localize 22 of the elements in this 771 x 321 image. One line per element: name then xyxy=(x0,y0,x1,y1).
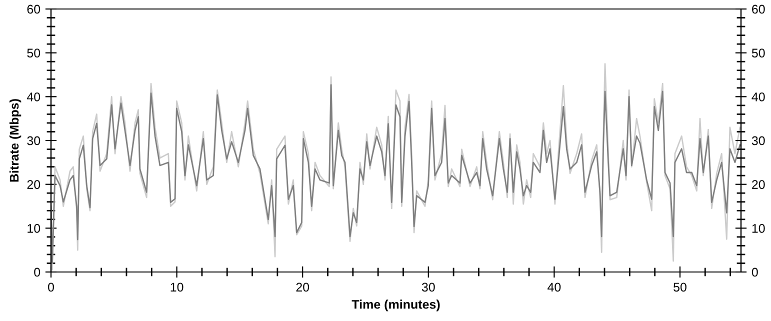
x-tick-label: 10 xyxy=(170,282,184,292)
y2-tick-label: 40 xyxy=(752,92,765,102)
x-tick-label: 50 xyxy=(674,282,686,292)
y-axis-title: Bitrate (Mbps) xyxy=(9,99,22,182)
y2-tick-label: 30 xyxy=(752,136,765,146)
x-tick-label: 0 xyxy=(48,282,54,292)
x-tick-label: 30 xyxy=(422,282,435,292)
y-tick-label: 30 xyxy=(27,136,40,146)
y-tick-label: 40 xyxy=(26,92,40,102)
x-tick-label: 40 xyxy=(548,282,561,292)
y-tick-label: 20 xyxy=(27,180,40,189)
y2-tick-label: 50 xyxy=(752,48,765,58)
y-tick-label: 60 xyxy=(27,4,40,14)
y2-tick-label: 10 xyxy=(752,224,765,233)
y-tick-label: 10 xyxy=(28,224,40,233)
x-axis-title: Time (minutes) xyxy=(352,300,440,312)
y-tick-label: 0 xyxy=(34,268,40,277)
x-tick-label: 20 xyxy=(296,282,310,292)
y2-tick-label: 0 xyxy=(752,268,758,277)
y2-tick-label: 60 xyxy=(752,4,765,14)
y2-tick-label: 20 xyxy=(752,180,765,189)
y-tick-label: 50 xyxy=(27,48,40,58)
